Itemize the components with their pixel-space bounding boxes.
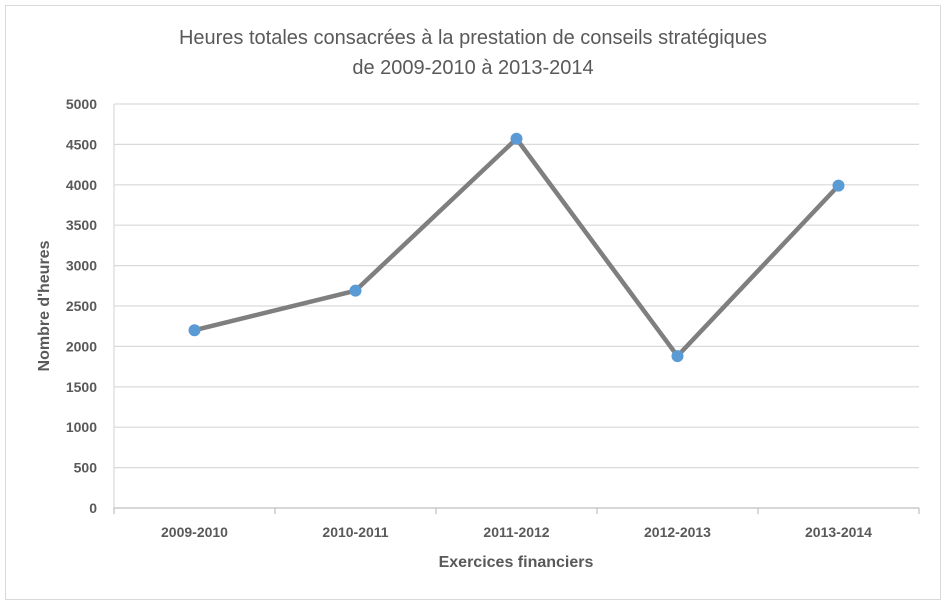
- x-tick-label: 2009-2010: [161, 524, 228, 540]
- y-tick-label: 4000: [66, 177, 97, 193]
- y-tick-labels: 0 500 1000 1500 2000 2500 3000 3500 4000 4500 5000: [66, 96, 97, 516]
- x-tick-labels: 2009-2010 2010-2011 2011-2012 2012-2013 2013…: [161, 524, 872, 540]
- y-tick-label: 3000: [66, 258, 97, 274]
- x-tick-label: 2013-2014: [805, 524, 872, 540]
- chart-title-line-1: Heures totales consacrées à la prestatio…: [179, 27, 767, 49]
- chart-title-line-2: de 2009-2010 à 2013-2014: [352, 57, 593, 79]
- axes: [113, 104, 920, 514]
- data-point: [188, 324, 201, 337]
- series-layer: [188, 132, 845, 363]
- y-tick-label: 2500: [66, 298, 97, 314]
- data-point: [510, 132, 523, 145]
- data-point: [671, 350, 684, 363]
- x-tick-label: 2010-2011: [322, 524, 388, 540]
- y-tick-label: 5000: [66, 96, 97, 112]
- data-point: [832, 179, 845, 192]
- y-tick-label: 1000: [66, 419, 97, 435]
- y-tick-label: 1500: [66, 379, 97, 395]
- y-tick-label: 3500: [66, 217, 97, 233]
- y-tick-label: 500: [74, 460, 98, 476]
- x-tick-label: 2011-2012: [483, 524, 549, 540]
- data-point: [349, 284, 362, 297]
- y-tick-label: 2000: [66, 338, 97, 354]
- y-tick-label: 4500: [66, 136, 97, 152]
- x-axis-title: Exercices financiers: [439, 554, 594, 571]
- x-tick-label: 2012-2013: [644, 524, 711, 540]
- gridlines: [114, 103, 919, 469]
- y-axis-title: Nombre d'heures: [36, 240, 53, 371]
- y-tick-label: 0: [89, 500, 97, 516]
- series-line: [192, 136, 841, 359]
